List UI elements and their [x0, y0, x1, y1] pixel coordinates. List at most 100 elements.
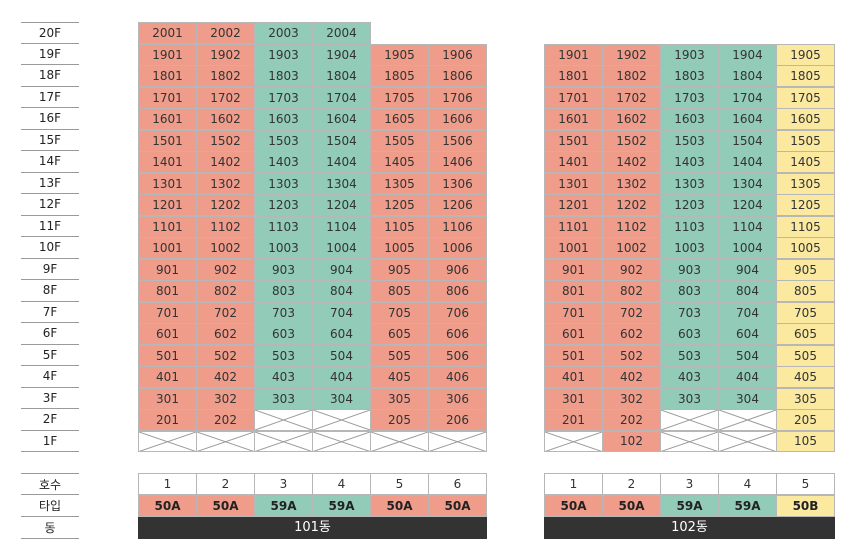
unit-cell[interactable]: 504 — [718, 344, 777, 367]
unit-cell[interactable]: 1204 — [312, 194, 371, 216]
unit-cell[interactable]: 2004 — [312, 22, 371, 44]
unit-cell[interactable]: 1803 — [254, 65, 313, 87]
unit-cell[interactable]: 705 — [776, 301, 835, 324]
unit-cell[interactable]: 1502 — [196, 129, 255, 152]
unit-cell[interactable]: 705 — [370, 301, 429, 324]
unit-cell[interactable]: 1001 — [138, 237, 197, 259]
unit-cell[interactable]: 1106 — [428, 215, 487, 238]
unit-cell[interactable]: 502 — [196, 344, 255, 367]
unit-cell[interactable]: 703 — [254, 301, 313, 324]
unit-cell[interactable]: 1701 — [138, 86, 197, 109]
unit-cell[interactable]: 1406 — [428, 151, 487, 173]
unit-cell[interactable]: 1205 — [370, 194, 429, 216]
unit-cell[interactable]: 406 — [428, 366, 487, 388]
unit-cell[interactable]: 1801 — [544, 65, 603, 87]
unit-cell[interactable]: 803 — [660, 280, 719, 302]
unit-cell[interactable]: 205 — [776, 409, 835, 431]
unit-cell[interactable]: 904 — [718, 258, 777, 281]
unit-cell[interactable]: 1904 — [312, 43, 371, 66]
unit-cell[interactable]: 1601 — [544, 108, 603, 130]
unit-cell[interactable]: 302 — [196, 387, 255, 410]
unit-cell[interactable]: 1303 — [660, 172, 719, 195]
unit-cell[interactable]: 1202 — [196, 194, 255, 216]
unit-cell[interactable]: 201 — [544, 409, 603, 431]
unit-cell[interactable]: 1504 — [312, 129, 371, 152]
unit-cell[interactable]: 1802 — [602, 65, 661, 87]
unit-cell[interactable]: 1304 — [718, 172, 777, 195]
unit-cell[interactable]: 1401 — [544, 151, 603, 173]
unit-cell[interactable]: 305 — [776, 387, 835, 410]
unit-cell[interactable]: 1402 — [602, 151, 661, 173]
unit-cell[interactable]: 1201 — [138, 194, 197, 216]
unit-cell[interactable]: 1804 — [312, 65, 371, 87]
unit-cell[interactable]: 1906 — [428, 43, 487, 66]
unit-cell[interactable]: 1103 — [254, 215, 313, 238]
unit-cell[interactable]: 1301 — [544, 172, 603, 195]
unit-cell[interactable]: 301 — [138, 387, 197, 410]
unit-cell[interactable]: 1306 — [428, 172, 487, 195]
unit-cell[interactable]: 1304 — [312, 172, 371, 195]
unit-cell[interactable]: 202 — [196, 409, 255, 431]
unit-cell[interactable]: 902 — [602, 258, 661, 281]
unit-cell[interactable]: 1103 — [660, 215, 719, 238]
unit-cell[interactable]: 702 — [196, 301, 255, 324]
unit-cell[interactable]: 1603 — [254, 108, 313, 130]
unit-cell[interactable]: 1903 — [254, 43, 313, 66]
unit-cell[interactable]: 1701 — [544, 86, 603, 109]
unit-cell[interactable]: 1002 — [602, 237, 661, 259]
unit-cell[interactable]: 2001 — [138, 22, 197, 44]
unit-cell[interactable]: 403 — [660, 366, 719, 388]
unit-cell[interactable]: 1703 — [254, 86, 313, 109]
unit-cell[interactable]: 1504 — [718, 129, 777, 152]
unit-cell[interactable]: 1205 — [776, 194, 835, 216]
unit-cell[interactable]: 505 — [776, 344, 835, 367]
unit-cell[interactable]: 703 — [660, 301, 719, 324]
unit-cell[interactable]: 1705 — [776, 86, 835, 109]
unit-cell[interactable]: 1102 — [602, 215, 661, 238]
unit-cell[interactable]: 506 — [428, 344, 487, 367]
unit-cell[interactable]: 1203 — [254, 194, 313, 216]
unit-cell[interactable]: 1305 — [776, 172, 835, 195]
unit-cell[interactable]: 1703 — [660, 86, 719, 109]
unit-cell[interactable]: 1501 — [544, 129, 603, 152]
unit-cell[interactable]: 402 — [602, 366, 661, 388]
unit-cell[interactable]: 405 — [776, 366, 835, 388]
unit-cell[interactable]: 603 — [660, 323, 719, 345]
unit-cell[interactable]: 904 — [312, 258, 371, 281]
unit-cell[interactable]: 201 — [138, 409, 197, 431]
unit-cell[interactable]: 606 — [428, 323, 487, 345]
unit-cell[interactable]: 1802 — [196, 65, 255, 87]
unit-cell[interactable]: 704 — [718, 301, 777, 324]
unit-cell[interactable]: 704 — [312, 301, 371, 324]
unit-cell[interactable]: 1104 — [718, 215, 777, 238]
unit-cell[interactable]: 401 — [544, 366, 603, 388]
unit-cell[interactable]: 1702 — [196, 86, 255, 109]
unit-cell[interactable]: 804 — [718, 280, 777, 302]
unit-cell[interactable]: 1605 — [370, 108, 429, 130]
unit-cell[interactable]: 906 — [428, 258, 487, 281]
unit-cell[interactable]: 1805 — [370, 65, 429, 87]
unit-cell[interactable]: 1902 — [602, 43, 661, 66]
unit-cell[interactable]: 1603 — [660, 108, 719, 130]
unit-cell[interactable]: 1506 — [428, 129, 487, 152]
unit-cell[interactable]: 1806 — [428, 65, 487, 87]
unit-cell[interactable]: 1206 — [428, 194, 487, 216]
unit-cell[interactable]: 1602 — [602, 108, 661, 130]
unit-cell[interactable]: 102 — [602, 430, 661, 452]
unit-cell[interactable]: 1305 — [370, 172, 429, 195]
unit-cell[interactable]: 1905 — [776, 43, 835, 66]
unit-cell[interactable]: 1606 — [428, 108, 487, 130]
unit-cell[interactable]: 1704 — [312, 86, 371, 109]
unit-cell[interactable]: 801 — [544, 280, 603, 302]
unit-cell[interactable]: 503 — [254, 344, 313, 367]
unit-cell[interactable]: 1101 — [544, 215, 603, 238]
unit-cell[interactable]: 1302 — [602, 172, 661, 195]
unit-cell[interactable]: 706 — [428, 301, 487, 324]
unit-cell[interactable]: 1501 — [138, 129, 197, 152]
unit-cell[interactable]: 2002 — [196, 22, 255, 44]
unit-cell[interactable]: 1804 — [718, 65, 777, 87]
unit-cell[interactable]: 105 — [776, 430, 835, 452]
unit-cell[interactable]: 802 — [602, 280, 661, 302]
unit-cell[interactable]: 1003 — [660, 237, 719, 259]
unit-cell[interactable]: 1006 — [428, 237, 487, 259]
